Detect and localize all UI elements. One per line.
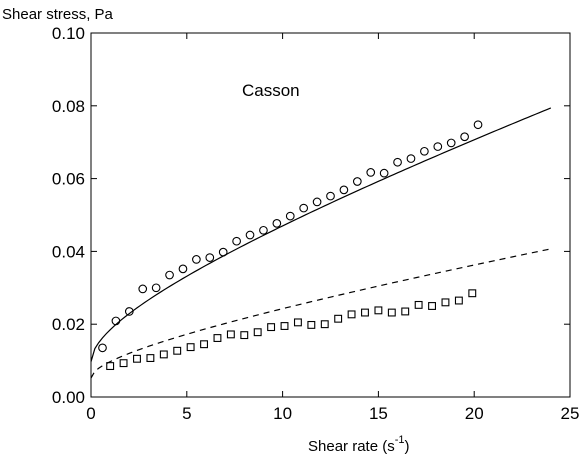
plot-layer — [90, 107, 552, 379]
casson-annotation: Casson — [242, 81, 300, 100]
square-data-point — [401, 307, 410, 316]
x-tick-label: 10 — [273, 404, 292, 423]
square-data-point — [441, 298, 450, 307]
x-tick-label: 0 — [86, 404, 95, 423]
circle-data-point — [285, 211, 295, 221]
square-data-point — [280, 322, 289, 330]
y-tick-label: 0.06 — [52, 170, 85, 189]
square-data-point — [307, 320, 316, 329]
square-data-point — [347, 310, 356, 319]
x-tick-label: 25 — [561, 404, 580, 423]
circle-data-point — [138, 284, 148, 294]
square-data-point — [374, 306, 383, 315]
square-data-point — [253, 328, 262, 337]
square-data-point — [267, 323, 276, 332]
circle-data-point — [98, 343, 107, 353]
circle-data-point — [192, 255, 201, 264]
circle-data-point — [393, 157, 402, 167]
x-axis-title-main: Shear rate (s — [308, 438, 395, 455]
circle-data-point — [259, 225, 268, 235]
circle-data-point — [460, 132, 469, 142]
circle-data-point — [379, 168, 389, 178]
square-data-point — [387, 308, 396, 317]
square-data-point — [468, 289, 477, 298]
square-data-point — [173, 346, 182, 355]
y-tick-label: 0.00 — [52, 388, 85, 407]
circle-data-point — [406, 154, 416, 163]
y-tick-label: 0.08 — [52, 97, 85, 116]
circle-data-point — [151, 283, 161, 293]
square-data-point — [428, 302, 436, 310]
circle-data-point — [326, 191, 335, 201]
circle-data-point — [352, 177, 362, 186]
y-tick-label: 0.04 — [52, 242, 85, 261]
circle-data-point — [218, 247, 228, 257]
circle-data-point — [339, 185, 349, 195]
square-data-point — [159, 350, 168, 359]
square-data-point — [106, 362, 115, 371]
circle-data-point — [299, 203, 309, 213]
circle-data-point — [473, 120, 483, 130]
circle-data-point — [232, 236, 241, 246]
square-data-point — [226, 330, 235, 339]
circle-data-point — [366, 168, 376, 177]
circle-data-point — [245, 230, 255, 240]
y-axis-title: Shear stress, Pa — [2, 6, 114, 23]
axis-layer: 0 5 10 15 20 25 0.00 0.02 0.04 0.06 0.08 0.10 — [52, 24, 580, 423]
circle-data-point — [111, 316, 121, 326]
plot-frame — [90, 32, 571, 398]
x-axis-title-close: ) — [405, 438, 410, 455]
square-data-point — [213, 334, 222, 342]
casson-fit-line-1 — [90, 107, 552, 362]
casson-fit-line-2 — [90, 248, 551, 379]
y-tick-label: 0.02 — [52, 315, 85, 334]
square-data-point — [240, 331, 249, 340]
square-data-point — [200, 340, 208, 349]
circle-data-point — [178, 264, 188, 274]
square-data-point — [454, 296, 463, 305]
square-data-point — [320, 320, 329, 329]
circle-data-point — [312, 197, 322, 207]
y-tick-label: 0.10 — [52, 24, 85, 43]
x-tick-label: 5 — [182, 404, 191, 423]
circle-data-point — [433, 142, 443, 151]
x-tick-label: 15 — [369, 404, 388, 423]
circle-data-point — [124, 307, 134, 316]
square-data-point — [414, 300, 423, 309]
x-tick-label: 20 — [465, 404, 484, 423]
circle-data-point — [446, 138, 456, 148]
circle-data-point — [165, 270, 174, 280]
x-axis-title-exponent: -1 — [395, 434, 405, 446]
square-data-point — [133, 354, 141, 363]
circle-data-point — [420, 146, 429, 156]
square-data-point — [186, 343, 195, 352]
circle-data-point — [205, 253, 215, 262]
square-data-point — [293, 318, 302, 327]
x-axis-title: Shear rate (s-1) — [308, 434, 410, 455]
square-data-point — [119, 359, 128, 368]
square-data-point — [146, 354, 155, 363]
circle-data-point — [272, 219, 282, 228]
square-data-point — [361, 308, 369, 317]
square-data-point — [334, 314, 343, 323]
